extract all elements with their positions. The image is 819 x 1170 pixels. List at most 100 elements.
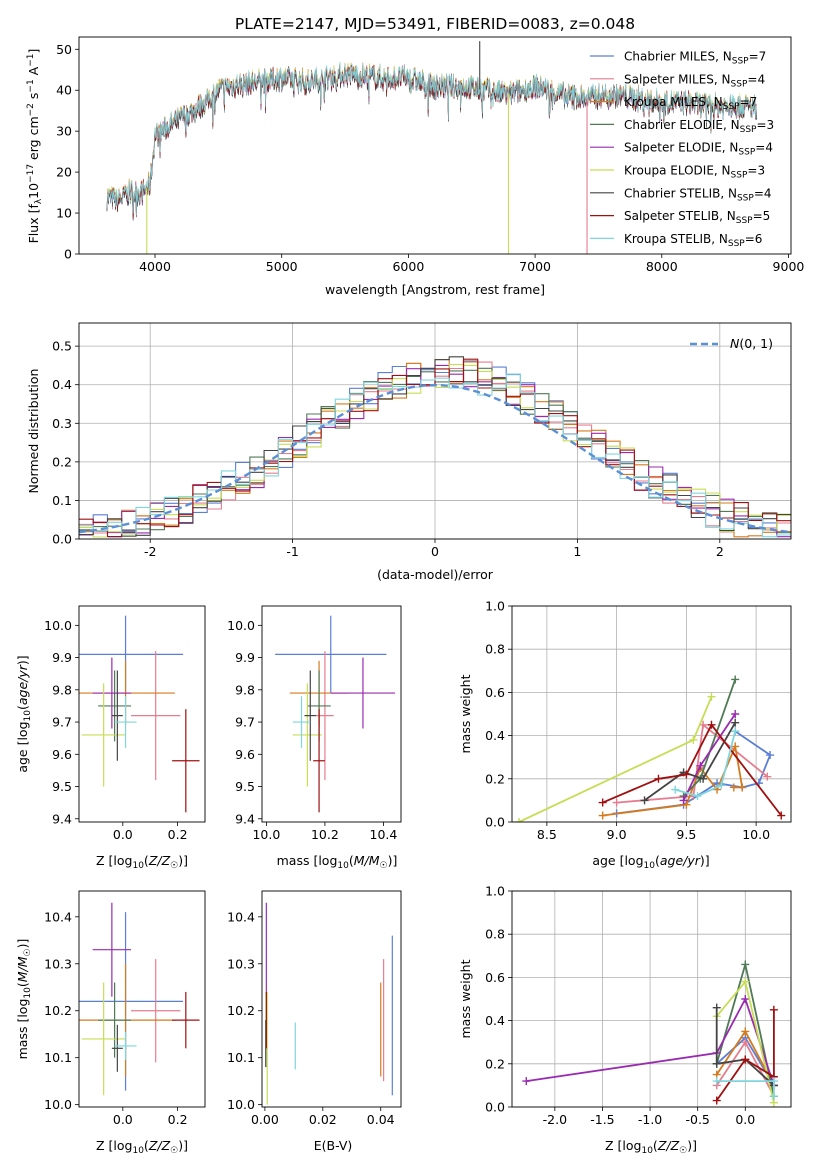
legend-sub: SSP bbox=[736, 216, 753, 226]
y-tick-label: 0.0 bbox=[52, 532, 72, 547]
axes-frame bbox=[78, 322, 792, 540]
weight-marker bbox=[612, 798, 621, 807]
weight-marker bbox=[689, 735, 698, 744]
y-tick-label: 10.1 bbox=[227, 1050, 255, 1065]
x-tick-label: 10.0 bbox=[252, 827, 280, 842]
label-part: A bbox=[26, 66, 41, 79]
y-tick-label: 9.9 bbox=[235, 650, 255, 665]
weight-marker bbox=[679, 796, 688, 805]
x-tick-label: 2 bbox=[716, 544, 724, 559]
y-tick-label: 10.3 bbox=[44, 956, 72, 971]
label-part: 10 bbox=[641, 1146, 653, 1156]
legend-text: Chabrier MILES, N bbox=[624, 50, 732, 64]
weight-marker bbox=[712, 1003, 721, 1012]
y-axis-label: mass [log10(M/M☉)] bbox=[15, 939, 33, 1060]
weight-marker bbox=[712, 1096, 721, 1105]
y-tick-label: 0.6 bbox=[485, 685, 505, 700]
y-axis-label: age [log10(age/yr)] bbox=[15, 655, 33, 772]
label-part: erg cm bbox=[26, 116, 41, 164]
legend-suffix: =7 bbox=[749, 50, 767, 64]
label-part: ( bbox=[15, 705, 30, 710]
x-tick-label: -0.5 bbox=[685, 1112, 709, 1127]
weight_vs_age-panel: 8.5 9.0 9.5 10.0 0.0 0.2 0.4 0.6 0.8 1.0 age [log1… bbox=[458, 599, 792, 871]
legend-entry: Chabrier MILES, NSSP=7 bbox=[624, 50, 766, 67]
label-part: Z/Z bbox=[148, 1138, 171, 1153]
y-tick-label: 10 bbox=[56, 206, 72, 221]
label-part: )] bbox=[15, 655, 30, 665]
y-tick-label: 9.5 bbox=[235, 779, 255, 794]
x-tick-label: -1.5 bbox=[590, 1112, 614, 1127]
label-part: ☉ bbox=[380, 861, 388, 871]
label-part: age/yr bbox=[660, 853, 701, 868]
legend-sub: SSP bbox=[738, 148, 755, 158]
y-tick-label: 0 bbox=[64, 247, 72, 262]
weight-marker bbox=[693, 792, 702, 801]
x-tick-label: 8.5 bbox=[537, 827, 557, 842]
legend-entry: Kroupa STELIB, NSSP=6 bbox=[624, 232, 762, 249]
legend-suffix: =7 bbox=[740, 95, 758, 109]
x-tick-label: 9000 bbox=[773, 259, 805, 274]
weight-marker bbox=[640, 796, 649, 805]
weight-marker bbox=[522, 1077, 531, 1086]
legend-sub: SSP bbox=[737, 193, 754, 203]
x-axis-label: Z [log10(Z/Z☉)] bbox=[605, 1138, 697, 1156]
y-tick-label: 0.4 bbox=[485, 728, 505, 743]
label-part: )] bbox=[178, 1138, 188, 1153]
axes-frame bbox=[78, 890, 206, 1108]
x-axis-label: mass [log10(M/M☉)] bbox=[277, 853, 398, 871]
y-tick-label: 0.2 bbox=[52, 454, 72, 469]
x-tick-label: 0.0 bbox=[735, 1112, 755, 1127]
legend-entry: Chabrier STELIB, NSSP=4 bbox=[624, 186, 772, 203]
y-tick-label: 1.0 bbox=[485, 884, 505, 899]
legend-text: Salpeter STELIB, N bbox=[624, 209, 736, 223]
y-tick-label: 10.4 bbox=[44, 909, 72, 924]
label-part: ☉ bbox=[679, 1146, 687, 1156]
x-tick-label: 7000 bbox=[519, 259, 551, 274]
spectrum-plot bbox=[106, 41, 757, 254]
label-part: λ bbox=[34, 198, 44, 204]
label-part: 10 bbox=[26, 183, 41, 199]
weight-line bbox=[643, 722, 736, 802]
y-tick-label: 0.8 bbox=[485, 642, 505, 657]
age_vs_mass-plot bbox=[275, 615, 396, 813]
y-tick-label: 9.5 bbox=[52, 779, 72, 794]
weight-marker bbox=[682, 800, 691, 809]
mass_vs_ebv-panel: 0.00 0.02 0.04 10.0 10.1 10.2 10.3 10.4 E(B-V) bbox=[227, 890, 402, 1153]
label-part: Z [log bbox=[605, 1138, 641, 1153]
y-tick-label: 10.4 bbox=[227, 909, 255, 924]
mass_vs_Z-plot bbox=[79, 902, 200, 1096]
label-part: 10 bbox=[644, 861, 656, 871]
y-tick-label: 9.6 bbox=[52, 747, 72, 762]
histogram-step bbox=[79, 356, 791, 536]
label-part: 10 bbox=[23, 710, 33, 722]
weight-marker bbox=[731, 727, 740, 736]
weight-marker bbox=[717, 781, 726, 790]
mass_vs_ebv-plot bbox=[265, 902, 393, 1105]
age_vs_mass-panel: 10.0 10.2 10.4 9.4 9.5 9.6 9.7 9.8 9.9 10.0 mass [… bbox=[227, 605, 402, 871]
legend-sub: SSP bbox=[723, 102, 740, 112]
x-axis-label: wavelength [Angstrom, rest frame] bbox=[325, 282, 545, 297]
y-tick-label: 50 bbox=[56, 42, 72, 57]
weight-marker bbox=[741, 1038, 750, 1047]
label-part: ☉ bbox=[170, 861, 178, 871]
legend-entry: Kroupa ELODIE, NSSP=3 bbox=[624, 164, 765, 181]
legend-sub: SSP bbox=[731, 171, 748, 181]
label-part: age [log bbox=[592, 853, 643, 868]
label-part: )] bbox=[700, 853, 710, 868]
x-tick-label: 6000 bbox=[392, 259, 424, 274]
label-part: 10 bbox=[337, 861, 349, 871]
weight-marker bbox=[741, 960, 750, 969]
label-part: Z [log bbox=[96, 853, 132, 868]
legend-entry: Kroupa MILES, NSSP=7 bbox=[624, 95, 757, 112]
legend-text: Salpeter ELODIE, N bbox=[624, 141, 738, 155]
weight-marker bbox=[707, 692, 716, 701]
weight-marker bbox=[731, 710, 740, 718]
legend-text: Chabrier ELODIE, N bbox=[624, 118, 740, 132]
y-tick-label: 9.9 bbox=[52, 650, 72, 665]
weight-marker bbox=[741, 1055, 750, 1064]
y-tick-label: 10.0 bbox=[44, 1097, 72, 1112]
legend-text: Kroupa STELIB, N bbox=[624, 232, 728, 246]
legend-suffix: =4 bbox=[754, 186, 772, 200]
